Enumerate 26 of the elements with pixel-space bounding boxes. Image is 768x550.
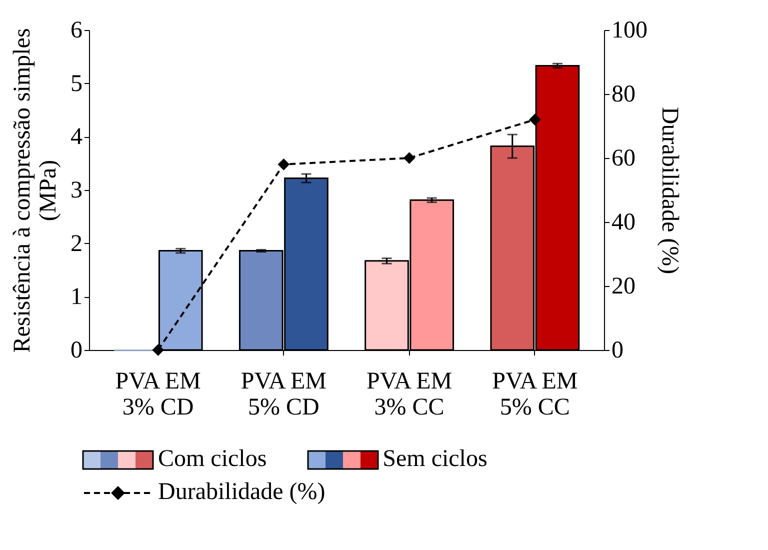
y2-tick-label: 60 bbox=[612, 146, 636, 172]
y-tick-label: 0 bbox=[70, 338, 82, 364]
x-tick-label: PVA EM 3% CD bbox=[115, 368, 201, 420]
y-tick-label: 1 bbox=[70, 284, 82, 310]
y2-tick-label: 100 bbox=[612, 18, 648, 44]
x-tick-label: PVA EM 5% CD bbox=[240, 368, 326, 420]
y-tick-label: 6 bbox=[70, 18, 82, 44]
x-tick-label: PVA EM 3% CC bbox=[366, 368, 452, 420]
y-tick-label: 5 bbox=[70, 70, 82, 97]
point bbox=[278, 158, 290, 170]
point bbox=[403, 152, 416, 164]
y-tick-label: 2 bbox=[70, 230, 82, 257]
y2-tick-label: 80 bbox=[612, 82, 636, 108]
legend-label: Com ciclos bbox=[158, 446, 267, 473]
y-axis-title: Resistência à compressão simples (MPa) bbox=[10, 28, 62, 353]
legend-label: Sem ciclos bbox=[382, 446, 488, 473]
y-tick-label: 4 bbox=[70, 124, 82, 150]
x-tick-label: PVA EM 5% CC bbox=[492, 368, 578, 420]
y-tick-label: 3 bbox=[70, 178, 82, 204]
y2-axis-title: Durabilidade (%) bbox=[656, 106, 682, 274]
y2-tick-label: 20 bbox=[612, 274, 636, 300]
y2-tick-label: 40 bbox=[612, 210, 636, 236]
point bbox=[152, 344, 164, 356]
y2-tick-label: 0 bbox=[612, 338, 624, 364]
legend-label: Durabilidade (%) bbox=[158, 479, 326, 506]
point bbox=[529, 114, 541, 126]
